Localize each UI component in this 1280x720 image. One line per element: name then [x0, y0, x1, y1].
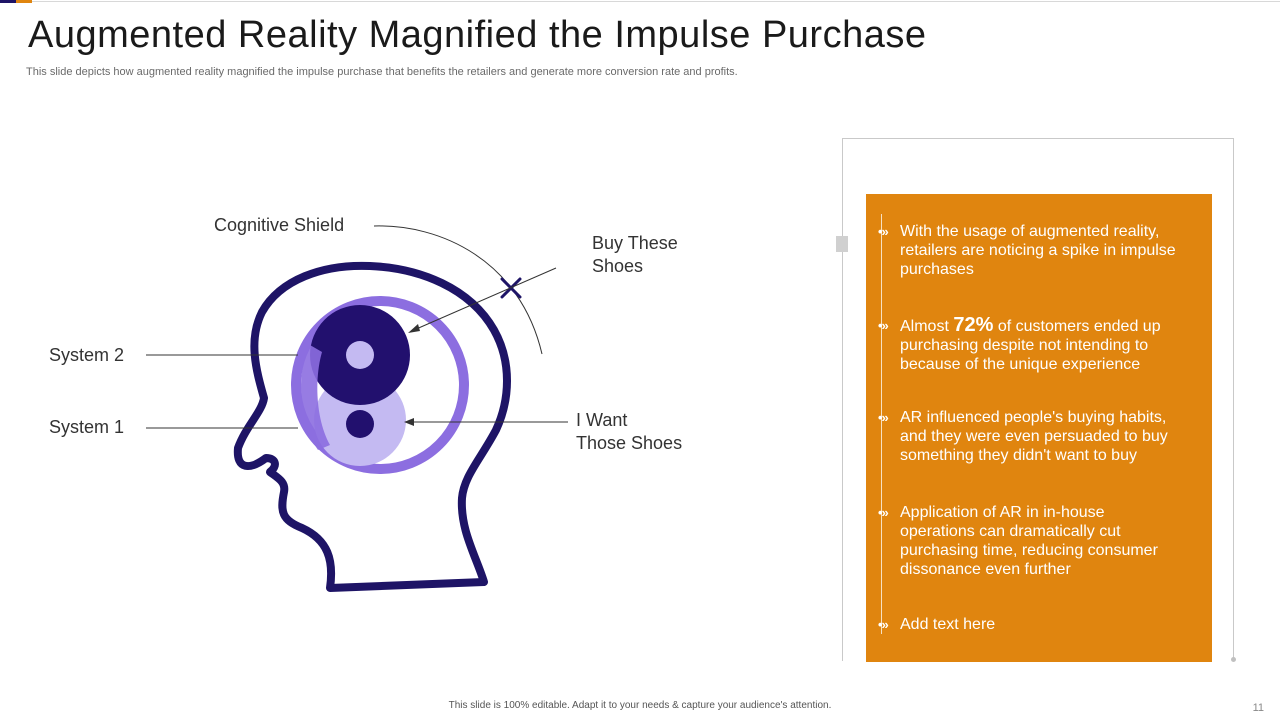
want-arrow-head — [404, 418, 414, 426]
top-rule — [32, 1, 1280, 2]
label-buy-line1: Buy These — [592, 233, 678, 253]
label-want-line1: I Want — [576, 410, 628, 430]
bullet-text-placeholder[interactable]: Add text here — [900, 616, 996, 633]
system2-dot — [346, 341, 374, 369]
label-cognitive-shield: Cognitive Shield — [214, 215, 345, 235]
slide-subtitle: This slide depicts how augmented reality… — [26, 66, 738, 78]
label-i-want-those-shoes: I Want Those Shoes — [576, 409, 682, 455]
bullet-arrow-icon: •» — [878, 224, 889, 239]
bullet-arrow-icon: •» — [878, 318, 889, 333]
panel-frame-dot — [1231, 657, 1236, 662]
label-buy-line2: Shoes — [592, 256, 644, 276]
bullet-text-pre: Almost — [900, 318, 954, 335]
label-system-1: System 1 — [49, 417, 125, 437]
bullet-text: With the usage of augmented reality, ret… — [900, 223, 1176, 278]
bullet-text: Almost 72% of customers ended up purchas… — [900, 314, 1178, 374]
bullet-item[interactable]: •» Add text here — [878, 615, 1178, 634]
bullet-text-post: of customers ended up purchasing despite… — [900, 318, 1161, 373]
buy-arrow-line — [413, 267, 557, 331]
slide-footer: This slide is 100% editable. Adapt it to… — [448, 700, 832, 711]
panel-frame — [842, 138, 1234, 661]
label-buy-these-shoes: Buy These Shoes — [592, 232, 678, 278]
system1-dot — [346, 410, 374, 438]
label-system-2: System 2 — [49, 345, 125, 365]
shield-arc — [373, 225, 543, 355]
bullet-item: •» AR influenced people's buying habits,… — [878, 408, 1178, 465]
bullet-text: AR influenced people's buying habits, an… — [900, 409, 1168, 464]
bullet-arrow-icon: •» — [878, 617, 889, 632]
accent-bar — [0, 0, 32, 3]
bullet-item: •» With the usage of augmented reality, … — [878, 222, 1178, 279]
stat-72-percent: 72% — [953, 314, 994, 336]
bullet-text: Application of AR in in-house operations… — [900, 504, 1158, 578]
panel-timeline-line — [881, 214, 882, 634]
mind-tint — [300, 345, 330, 450]
bullet-arrow-icon: •» — [878, 505, 889, 520]
page-number: 11 — [1252, 702, 1264, 714]
label-want-line2: Those Shoes — [576, 433, 683, 453]
panel-tab — [836, 236, 848, 252]
info-panel — [866, 194, 1212, 662]
bullet-item: •» Almost 72% of customers ended up purc… — [878, 314, 1178, 374]
bullet-item: •» Application of AR in in-house operati… — [878, 503, 1178, 579]
slide-title: Augmented Reality Magnified the Impulse … — [28, 14, 927, 56]
buy-arrow-head — [408, 324, 420, 333]
bullet-arrow-icon: •» — [878, 410, 889, 425]
